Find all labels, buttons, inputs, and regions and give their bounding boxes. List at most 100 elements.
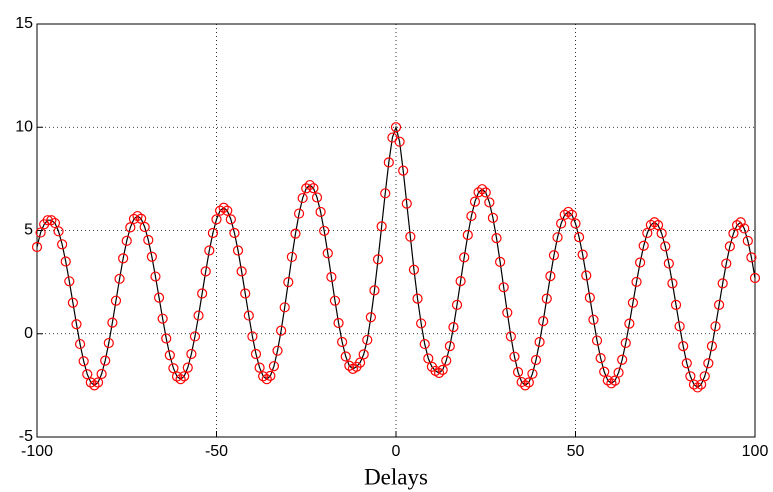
data-point [64,276,75,287]
data-point [606,378,617,389]
data-point [408,264,420,275]
data-point [383,157,394,168]
data-point [42,215,53,226]
data-point [276,325,287,336]
data-point [502,307,513,318]
data-point [100,355,111,366]
data-point [171,371,183,382]
data-point [265,370,276,381]
data-point [487,212,499,224]
data-point [153,292,165,303]
data-point [412,293,423,304]
data-point [681,358,692,369]
data-point [229,227,240,239]
data-point [78,356,89,367]
data-point [617,354,628,365]
data-point [31,241,43,253]
data-point [459,252,470,263]
x-tick-label: -50 [205,443,228,460]
data-point [57,239,68,250]
data-point [250,348,262,360]
data-point [236,266,247,277]
data-point [541,293,552,304]
data-point [437,364,448,375]
data-point [225,214,236,225]
data-point [168,363,179,374]
data-point [369,285,380,296]
data-point [358,349,369,360]
data-point [136,213,147,224]
data-point [559,209,570,220]
data-point [595,353,606,364]
data-point [35,227,46,238]
data-point [60,256,71,267]
data-point [703,358,714,369]
data-point [71,319,82,330]
data-point [46,215,57,226]
data-point [207,227,219,239]
data-point [581,270,592,281]
data-point [200,266,211,277]
data-point [232,245,244,256]
data-point [355,357,366,368]
data-point [624,318,635,329]
data-point [193,310,204,321]
data-point [473,187,484,198]
data-point [96,368,107,380]
data-point [696,379,707,390]
data-point [132,210,143,222]
x-axis-label: Delays [364,464,428,489]
data-point [128,213,140,225]
data-point [319,225,330,237]
data-point [182,362,193,373]
data-point [566,209,578,220]
data-point [484,197,495,208]
data-point [599,366,610,377]
data-point [222,205,233,216]
data-point [419,338,430,350]
data-point [390,122,402,133]
data-point [423,353,434,364]
data-point [164,350,175,361]
data-point [620,337,631,349]
data-point [631,276,642,288]
x-tick-label: 50 [567,443,585,460]
y-tick-label: 5 [24,222,33,239]
data-point [340,351,351,362]
data-point [304,179,315,191]
data-point [523,377,534,388]
data-point [261,374,272,385]
data-point [92,377,104,388]
data-point [448,322,459,333]
data-point [405,231,416,242]
data-point [516,376,527,388]
data-point [591,335,603,346]
data-point [721,258,732,269]
data-point [663,258,674,269]
data-point [645,219,656,231]
data-point [118,253,129,264]
data-point [157,313,168,324]
data-point [552,232,563,243]
data-point [121,235,132,246]
data-point [322,248,333,259]
y-tick-label: 15 [15,15,33,32]
data-point [742,235,753,246]
data-point [326,271,337,283]
data-point [713,299,725,310]
data-point [110,295,122,306]
data-point [311,192,323,203]
data-point [674,321,685,332]
data-point [247,331,258,342]
data-point [179,371,190,382]
data-point [85,377,96,388]
data-point [688,379,700,390]
data-point [301,183,312,194]
data-point [746,252,757,263]
data-point [627,297,639,308]
data-point [584,292,595,303]
data-point [548,250,560,261]
data-point [204,245,215,256]
data-point [125,222,136,233]
